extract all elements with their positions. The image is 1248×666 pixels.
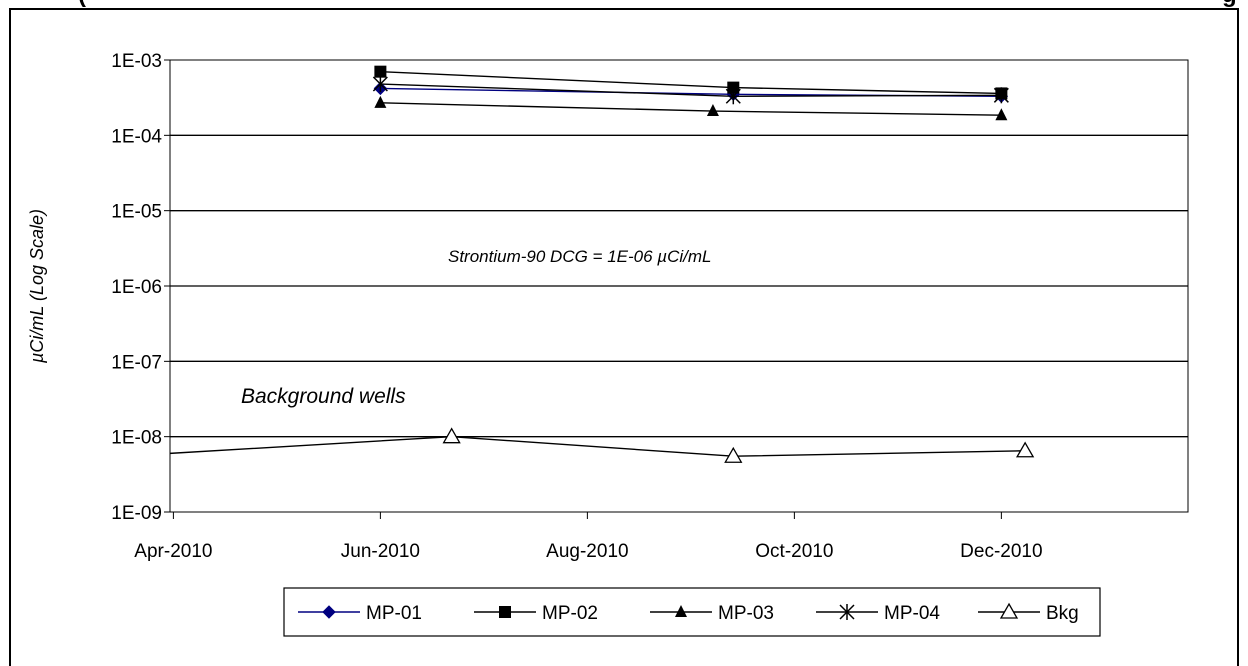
series-line-bkg (169, 435, 1026, 457)
x-tick-label: Jun-2010 (341, 541, 420, 562)
y-axis-label: µCi/mL (Log Scale) (27, 209, 47, 364)
legend-label-mp-03: MP-03 (718, 603, 774, 624)
point-mp-02 (374, 65, 387, 78)
legend-label-mp-02: MP-02 (542, 603, 598, 624)
x-tick-label: Oct-2010 (755, 541, 833, 562)
legend-marker-mp-01 (322, 605, 336, 619)
legend-marker-mp-04 (839, 604, 855, 620)
x-tick-label: Aug-2010 (546, 541, 628, 562)
y-tick-label: 1E-08 (111, 428, 162, 449)
legend-marker-bkg (999, 602, 1019, 619)
annotation-dcg: Strontium-90 DCG = 1E-06 µCi/mL (448, 247, 711, 266)
y-tick-label: 1E-03 (111, 51, 162, 72)
point-bkg (724, 446, 743, 463)
point-mp-03 (374, 95, 387, 108)
y-tick-label: 1E-04 (111, 126, 162, 147)
y-tick-label: 1E-07 (111, 352, 162, 373)
legend-label-mp-04: MP-04 (884, 603, 940, 624)
legend-marker-mp-02 (499, 606, 511, 618)
header-title-tail: g (1222, 0, 1237, 8)
y-axis: 1E-09 1E-08 1E-07 1E-06 1E-05 1E-04 1E-03 (111, 51, 170, 524)
point-mp-03 (995, 108, 1008, 121)
point-mp-03 (706, 104, 719, 117)
point-mp-04 (993, 87, 1009, 104)
annotation-background-wells: Background wells (241, 385, 406, 408)
grid-lines (170, 134, 1188, 438)
legend-marker-mp-03 (675, 605, 687, 617)
y-tick-label: 1E-05 (111, 202, 162, 223)
legend-label-mp-01: MP-01 (366, 603, 422, 624)
y-tick-label: 1E-06 (111, 277, 162, 298)
legend-label-bkg: Bkg (1046, 603, 1079, 624)
point-mp-04 (725, 88, 741, 105)
legend: MP-01 MP-02 MP-03 MP-04 Bkg (283, 587, 1101, 637)
x-tick-label: Apr-2010 (134, 541, 212, 562)
point-bkg (1015, 441, 1035, 458)
point-bkg (442, 427, 461, 444)
x-axis: Apr-2010 Jun-2010 Aug-2010 Oct-2010 Dec-2010 (134, 512, 1043, 562)
point-mp-02 (727, 81, 740, 94)
x-tick-label: Dec-2010 (960, 541, 1042, 562)
point-mp-04 (372, 76, 388, 93)
y-tick-label: 1E-09 (111, 503, 162, 524)
header-title-fragment: ( (78, 0, 86, 8)
series-layer (169, 65, 1035, 463)
